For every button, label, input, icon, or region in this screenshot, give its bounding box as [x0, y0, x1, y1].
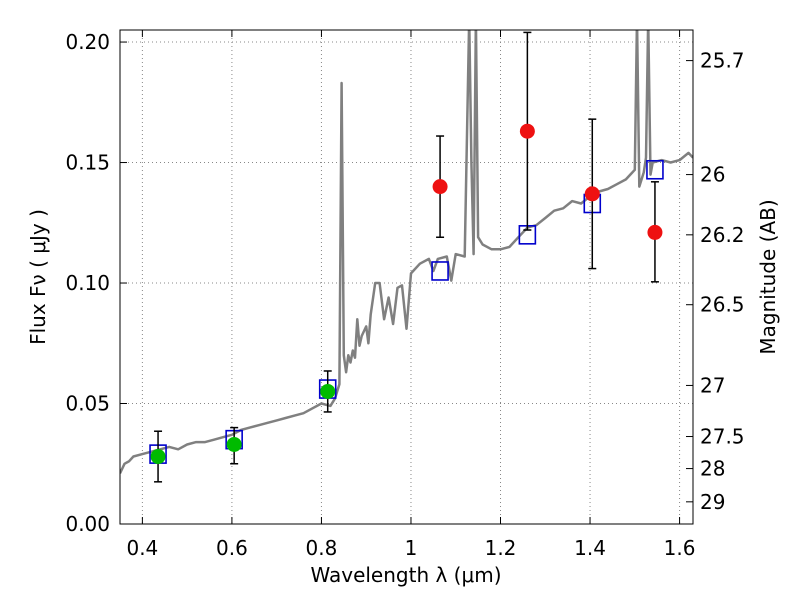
marginal-point — [519, 123, 535, 139]
x-tick-label: 0.8 — [306, 536, 338, 560]
spectrum-line — [120, 30, 693, 474]
y-axis-left: 0.00 0.05 0.10 0.15 0.20 — [65, 30, 127, 536]
detection-point — [226, 436, 242, 452]
marginal-point — [432, 179, 448, 195]
x-tick-label: 1.2 — [485, 536, 517, 560]
right-tick-label: 27 — [700, 373, 725, 397]
model-square — [431, 261, 449, 281]
y-axis-right-title: Magnitude (AB) — [756, 199, 780, 354]
x-tick-label: 1.4 — [574, 536, 606, 560]
right-tick-label: 26.2 — [700, 223, 745, 247]
model-square — [646, 159, 664, 180]
y-tick-label: 0.00 — [65, 512, 110, 536]
x-tick-label: 1 — [405, 536, 418, 560]
x-axis: 0.4 0.6 0.8 1 1.2 1.4 1.6 — [126, 30, 695, 560]
right-tick-label: 29 — [700, 490, 725, 514]
y-axis-right: 25.7 26 26.2 26.5 27 27.5 28 29 — [686, 49, 745, 514]
detection-point — [320, 383, 336, 399]
detection-point — [150, 449, 166, 465]
right-tick-label: 25.7 — [700, 49, 745, 73]
x-tick-label: 0.4 — [126, 536, 158, 560]
photometry-points — [149, 31, 664, 483]
right-tick-label: 27.5 — [700, 425, 745, 449]
y-tick-label: 0.20 — [65, 30, 110, 54]
right-tick-label: 28 — [700, 457, 725, 481]
x-axis-title: Wavelength λ (μm) — [310, 563, 501, 587]
plot-frame — [119, 29, 694, 525]
x-tick-label: 0.6 — [216, 536, 248, 560]
right-tick-label: 26.5 — [700, 293, 745, 317]
right-tick-label: 26 — [700, 163, 725, 187]
y-tick-label: 0.15 — [65, 151, 110, 175]
x-tick-label: 1.6 — [664, 536, 696, 560]
marginal-point — [647, 224, 663, 240]
marginal-point — [584, 186, 600, 202]
grid-lines — [120, 30, 693, 525]
y-tick-label: 0.10 — [65, 271, 110, 295]
y-axis-title: Flux Fν ( μJy ) — [26, 209, 50, 345]
y-tick-label: 0.05 — [65, 392, 110, 416]
plot-area — [120, 30, 693, 483]
